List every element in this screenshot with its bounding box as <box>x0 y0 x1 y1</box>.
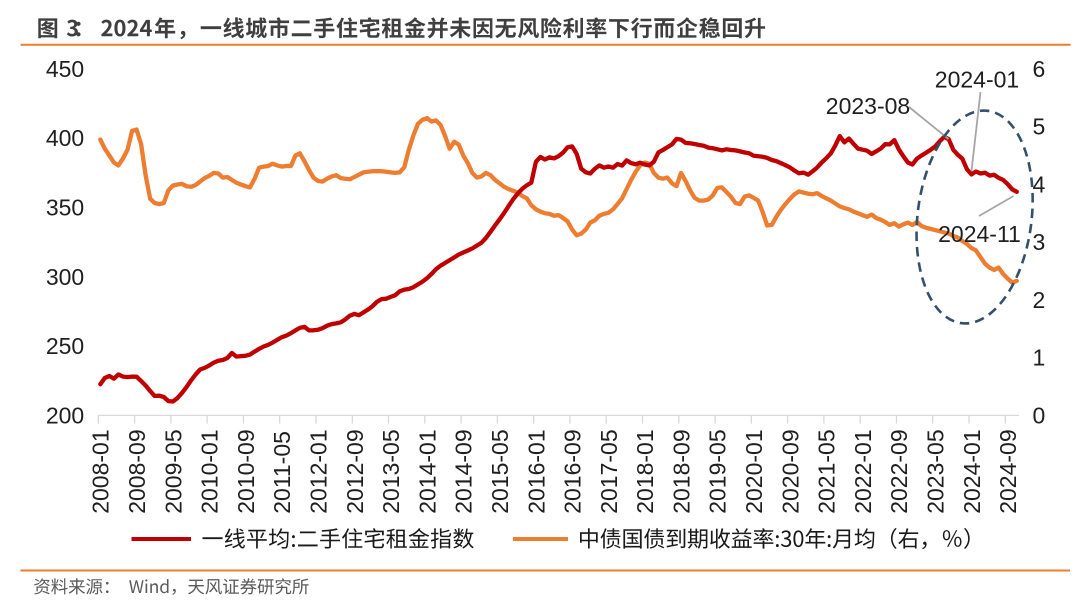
svg-text:450: 450 <box>46 56 84 82</box>
svg-text:2012-09: 2012-09 <box>342 429 368 513</box>
svg-text:2024-01: 2024-01 <box>959 429 985 513</box>
svg-text:2017-05: 2017-05 <box>596 429 622 513</box>
svg-text:2012-01: 2012-01 <box>306 429 332 513</box>
svg-text:6: 6 <box>1033 56 1046 82</box>
svg-text:2018-09: 2018-09 <box>668 429 694 513</box>
svg-text:2009-05: 2009-05 <box>160 429 186 513</box>
svg-text:2018-01: 2018-01 <box>632 429 658 513</box>
svg-text:1: 1 <box>1033 345 1046 371</box>
svg-text:2023-05: 2023-05 <box>923 429 949 513</box>
svg-text:2020-01: 2020-01 <box>741 429 767 513</box>
svg-text:3: 3 <box>1033 229 1046 255</box>
svg-text:2011-05: 2011-05 <box>269 431 295 514</box>
svg-text:2014-09: 2014-09 <box>451 429 477 513</box>
svg-text:2024-11: 2024-11 <box>938 221 1021 247</box>
svg-text:350: 350 <box>46 195 84 221</box>
svg-text:2021-05: 2021-05 <box>814 429 840 513</box>
svg-text:2022-01: 2022-01 <box>850 429 876 513</box>
svg-text:2016-01: 2016-01 <box>523 429 549 513</box>
svg-text:200: 200 <box>46 402 84 428</box>
svg-text:2023-08: 2023-08 <box>826 93 910 119</box>
svg-text:2020-09: 2020-09 <box>777 429 803 513</box>
svg-text:2024-01: 2024-01 <box>935 67 1019 93</box>
svg-text:2024-09: 2024-09 <box>995 429 1021 513</box>
svg-text:2008-09: 2008-09 <box>124 429 150 513</box>
svg-text:2010-09: 2010-09 <box>233 429 259 513</box>
svg-text:2016-09: 2016-09 <box>560 429 586 513</box>
svg-text:2: 2 <box>1033 287 1046 313</box>
svg-text:2019-05: 2019-05 <box>705 429 731 513</box>
svg-text:4: 4 <box>1033 172 1046 198</box>
svg-text:2008-01: 2008-01 <box>88 429 114 513</box>
svg-text:400: 400 <box>46 125 84 151</box>
svg-text:2010-01: 2010-01 <box>197 429 223 513</box>
svg-text:0: 0 <box>1033 402 1046 428</box>
svg-text:2013-05: 2013-05 <box>378 429 404 513</box>
svg-text:5: 5 <box>1033 114 1046 140</box>
svg-text:2014-01: 2014-01 <box>414 429 440 513</box>
svg-text:2015-05: 2015-05 <box>487 429 513 513</box>
svg-text:250: 250 <box>46 333 84 359</box>
svg-text:2022-09: 2022-09 <box>886 429 912 513</box>
svg-text:300: 300 <box>46 264 84 290</box>
